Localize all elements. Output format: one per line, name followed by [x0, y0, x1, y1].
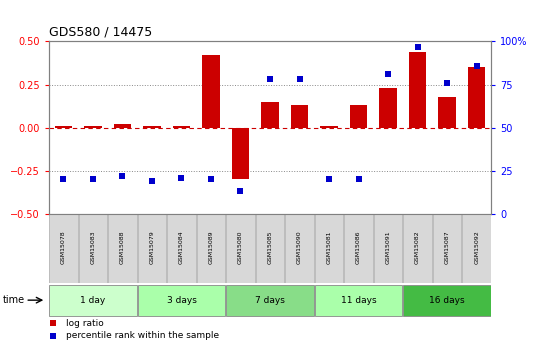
Text: 7 days: 7 days	[255, 296, 285, 305]
Bar	[167, 214, 195, 283]
Bar	[261, 102, 279, 128]
Bar	[79, 214, 107, 283]
Bar	[232, 128, 249, 179]
Bar	[55, 126, 72, 128]
Bar	[403, 285, 491, 316]
Text: GSM15082: GSM15082	[415, 230, 420, 264]
Text: 11 days: 11 days	[341, 296, 376, 305]
Bar	[202, 55, 220, 128]
Bar	[49, 214, 78, 283]
Bar	[379, 88, 397, 128]
Bar	[256, 214, 284, 283]
Text: GSM15088: GSM15088	[120, 230, 125, 264]
Bar	[226, 214, 255, 283]
Bar	[438, 97, 456, 128]
Text: GSM15091: GSM15091	[386, 230, 390, 264]
Bar	[226, 285, 314, 316]
Bar	[374, 214, 402, 283]
Bar	[173, 126, 190, 128]
Text: GSM15087: GSM15087	[444, 230, 450, 264]
Text: GSM15090: GSM15090	[297, 230, 302, 264]
Text: percentile rank within the sample: percentile rank within the sample	[66, 331, 219, 340]
Text: GSM15080: GSM15080	[238, 230, 243, 264]
Bar	[345, 214, 373, 283]
Bar	[320, 126, 338, 128]
Text: GDS580 / 14475: GDS580 / 14475	[49, 26, 152, 39]
Text: GSM15079: GSM15079	[150, 230, 154, 264]
Bar	[84, 126, 102, 128]
Bar	[350, 105, 367, 128]
Text: GSM15083: GSM15083	[90, 230, 96, 264]
Bar	[403, 214, 432, 283]
Bar	[138, 214, 166, 283]
Bar	[285, 214, 314, 283]
Text: GSM15084: GSM15084	[179, 230, 184, 264]
Bar	[197, 214, 225, 283]
Bar	[291, 105, 308, 128]
Bar	[433, 214, 461, 283]
Bar	[143, 126, 161, 128]
Text: 16 days: 16 days	[429, 296, 465, 305]
Bar	[409, 52, 427, 128]
Text: 3 days: 3 days	[166, 296, 197, 305]
Bar	[315, 285, 402, 316]
Text: 1 day: 1 day	[80, 296, 105, 305]
Bar	[315, 214, 343, 283]
Bar	[108, 214, 137, 283]
Text: GSM15086: GSM15086	[356, 230, 361, 264]
Text: GSM15089: GSM15089	[208, 230, 213, 264]
Bar	[462, 214, 491, 283]
Bar	[113, 124, 131, 128]
Text: time: time	[3, 295, 25, 305]
Text: GSM15081: GSM15081	[327, 230, 332, 264]
Text: GSM15092: GSM15092	[474, 230, 479, 264]
Bar	[49, 285, 137, 316]
Bar	[138, 285, 225, 316]
Text: GSM15085: GSM15085	[267, 230, 273, 264]
Text: GSM15078: GSM15078	[61, 230, 66, 264]
Bar	[468, 67, 485, 128]
Text: log ratio: log ratio	[66, 319, 104, 328]
